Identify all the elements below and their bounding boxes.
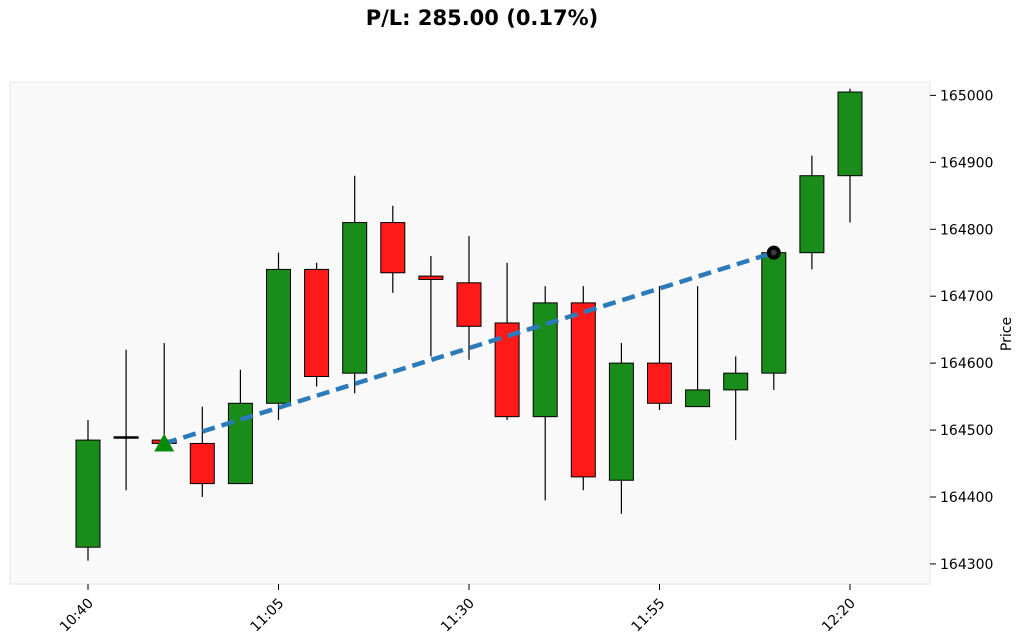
x-tick-label: 11:55 <box>628 596 668 636</box>
candle-body <box>837 91 863 177</box>
candle-body <box>380 222 406 274</box>
candle-body <box>304 268 330 378</box>
y-tick-label: 165000 <box>940 88 993 104</box>
y-tick-label: 164800 <box>940 222 993 238</box>
candle-body <box>113 436 139 439</box>
plot-area <box>9 81 931 585</box>
candle-body <box>266 268 291 404</box>
y-tick-label: 164600 <box>940 356 993 372</box>
candle-body <box>685 389 711 408</box>
entry-marker-icon <box>154 433 175 452</box>
y-tick-label: 164400 <box>940 490 993 506</box>
trade-layer <box>154 245 781 452</box>
y-axis: 164300 164400 164500 164600 164700 164800 1649… <box>930 88 993 573</box>
candle-body <box>456 282 482 327</box>
exit-marker-center <box>770 249 777 256</box>
y-tick-label: 164900 <box>940 155 993 171</box>
candle-body <box>342 222 368 374</box>
candle-body <box>761 252 787 374</box>
candles-layer <box>75 88 863 561</box>
x-tick-label: 11:05 <box>247 596 287 636</box>
y-tick-label: 164700 <box>940 289 993 305</box>
y-axis-label: Price <box>999 317 1015 351</box>
candle-body <box>570 302 596 478</box>
candle-body <box>723 372 749 391</box>
y-tick-label: 164300 <box>940 557 993 573</box>
candle-body <box>227 402 253 485</box>
y-tick-label: 164500 <box>940 423 993 439</box>
x-axis: 10:40 11:05 11:30 11:55 12:20 <box>57 584 859 635</box>
candle-body <box>418 275 444 280</box>
candle-body <box>532 302 558 418</box>
x-tick-label: 11:30 <box>438 596 478 636</box>
candle-body <box>647 362 672 404</box>
candle-body <box>75 439 101 548</box>
chart-title: P/L: 285.00 (0.17%) <box>365 6 599 30</box>
candle-body <box>799 175 825 254</box>
x-tick-label: 10:40 <box>57 596 97 636</box>
x-tick-label: 12:20 <box>819 596 859 636</box>
candle-body <box>608 362 634 481</box>
candle-body <box>189 442 215 485</box>
trade-line <box>163 250 775 446</box>
